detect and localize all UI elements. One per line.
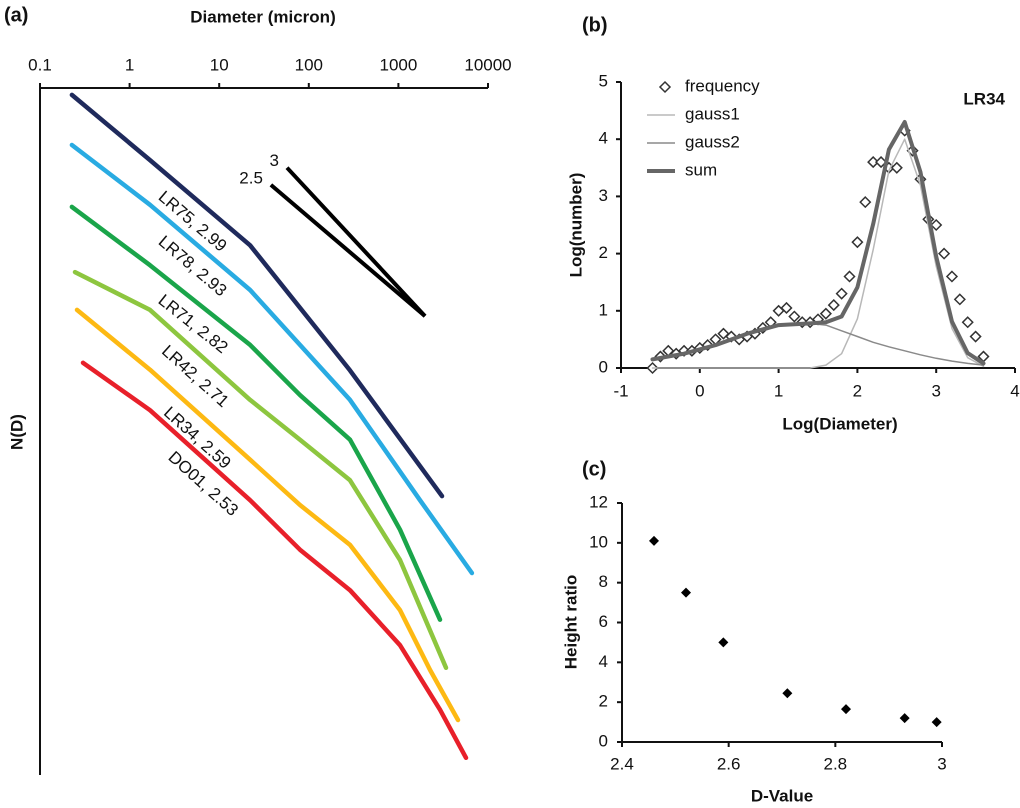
y-tick-label: 4 — [599, 652, 608, 671]
point — [681, 587, 691, 598]
legend-label: gauss1 — [685, 104, 740, 123]
marker — [843, 270, 856, 283]
series-line — [74, 307, 461, 723]
series-line — [650, 120, 986, 366]
x-tick-label: 2.6 — [717, 754, 741, 773]
y-tick-label: 0 — [599, 731, 608, 750]
series-line — [69, 92, 445, 499]
x-tick-label: 2 — [853, 381, 862, 400]
panel-title: (b) — [582, 14, 608, 36]
slope-line — [269, 183, 427, 318]
y-tick-label: 5 — [599, 71, 608, 90]
y-tick-label: 2 — [599, 243, 608, 262]
point — [899, 713, 910, 724]
x-tick-label: 2.8 — [824, 754, 848, 773]
x-tick-label: -1 — [613, 381, 628, 400]
x-axis-label: D-Value — [751, 786, 813, 805]
slope-line — [285, 166, 427, 318]
y-tick-label: 2 — [599, 692, 608, 711]
y-tick-label: 4 — [599, 129, 608, 148]
legend-label: frequency — [685, 76, 760, 95]
x-axis-label: Log(Diameter) — [782, 414, 897, 433]
marker — [945, 270, 959, 283]
x-tick-label: 100 — [295, 55, 323, 74]
y-tick-label: 10 — [589, 532, 608, 551]
point — [782, 688, 793, 699]
marker — [819, 307, 832, 320]
y-tick-label: 0 — [599, 357, 608, 376]
legend-label: sum — [685, 160, 717, 179]
slope-label: 2.5 — [239, 168, 263, 187]
x-axis-label: Diameter (micron) — [190, 7, 335, 26]
marker — [788, 310, 801, 323]
slope-label: 3 — [270, 151, 279, 170]
annotation: LR34 — [963, 89, 1005, 108]
series-line — [69, 204, 443, 622]
marker — [961, 316, 974, 329]
marker — [953, 293, 966, 306]
x-tick-label: 2.4 — [610, 754, 634, 773]
panel-title: (a) — [4, 4, 28, 26]
marker — [780, 301, 793, 315]
marker — [930, 218, 943, 232]
marker — [938, 247, 951, 260]
x-tick-label: 1 — [774, 381, 783, 400]
marker — [835, 287, 848, 300]
point — [841, 704, 851, 715]
marker — [969, 330, 982, 343]
y-tick-label: 1 — [599, 300, 608, 319]
marker — [867, 156, 880, 169]
series-line — [80, 360, 469, 761]
point — [649, 535, 659, 546]
x-tick-label: 1000 — [379, 55, 417, 74]
marker — [851, 236, 864, 249]
y-tick-label: 3 — [599, 186, 608, 205]
marker — [874, 156, 888, 169]
panel-title: (c) — [582, 458, 606, 480]
marker — [827, 299, 840, 312]
legend-marker — [658, 80, 672, 94]
series-line — [69, 142, 475, 576]
marker — [890, 161, 903, 174]
x-tick-label: 10000 — [464, 55, 511, 74]
y-tick-label: 8 — [599, 572, 608, 591]
x-tick-label: 1 — [125, 55, 134, 74]
point — [931, 717, 942, 728]
x-tick-label: 0 — [695, 381, 704, 400]
y-axis-label: Log(number) — [566, 173, 585, 278]
series-line — [651, 138, 985, 369]
x-tick-label: 3 — [931, 381, 940, 400]
x-tick-label: 3 — [937, 754, 946, 773]
x-tick-label: 0.1 — [28, 55, 52, 74]
x-tick-label: 4 — [1010, 381, 1019, 400]
y-axis-label: N(D) — [7, 414, 26, 450]
y-tick-label: 12 — [589, 492, 608, 511]
y-axis-label: Height ratio — [561, 575, 580, 669]
x-tick-label: 10 — [210, 55, 229, 74]
point — [718, 637, 729, 648]
y-tick-label: 6 — [599, 612, 608, 631]
series-line — [72, 269, 449, 671]
series-line — [651, 322, 985, 366]
marker — [859, 196, 872, 209]
legend-label: gauss2 — [685, 132, 740, 151]
